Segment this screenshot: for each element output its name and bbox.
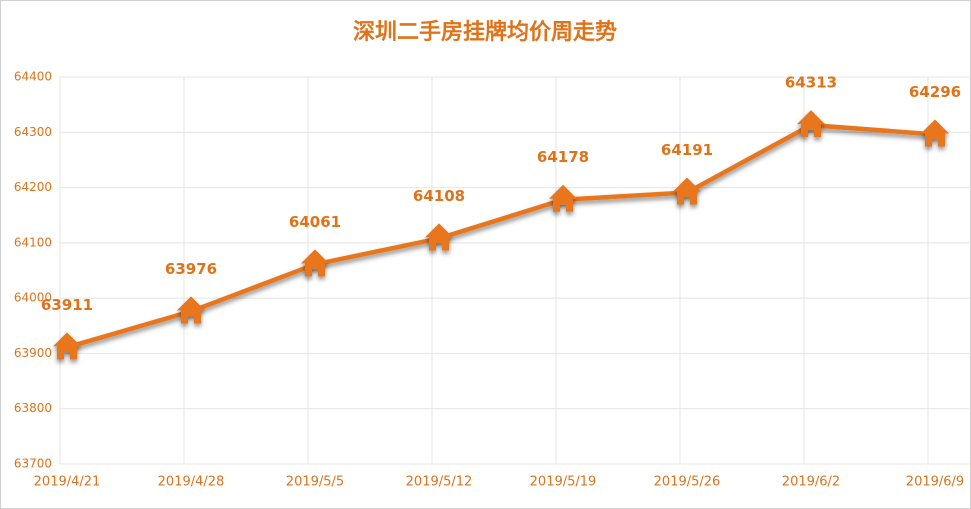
- house-marker: [673, 177, 701, 205]
- house-marker: [797, 110, 825, 138]
- y-tick-label: 63700: [14, 457, 52, 471]
- y-tick-label: 63800: [14, 401, 52, 415]
- house-marker: [53, 332, 81, 360]
- value-label: 64178: [537, 148, 589, 166]
- house-marker: [549, 184, 577, 212]
- house-marker: [177, 296, 205, 324]
- y-tick-label: 64200: [14, 180, 52, 194]
- value-label: 63911: [41, 296, 93, 314]
- x-tick-label: 2019/6/2: [782, 475, 840, 490]
- line: [66, 122, 936, 350]
- value-label: 63976: [165, 260, 217, 278]
- y-tick-label: 64300: [14, 125, 52, 139]
- value-label: 64108: [413, 187, 465, 205]
- y-tick-label: 64100: [14, 235, 52, 249]
- y-tick-label: 63900: [14, 346, 52, 360]
- x-tick-label: 2019/4/21: [34, 475, 101, 490]
- x-tick-label: 2019/6/9: [906, 475, 964, 490]
- x-tick-label: 2019/5/5: [286, 475, 344, 490]
- chart-title: 深圳二手房挂牌均价周走势: [353, 19, 617, 45]
- x-tick-label: 2019/5/12: [406, 475, 473, 490]
- house-marker: [921, 119, 949, 147]
- plot: 63700 63800 63900 64000 64100 64200 64300 64400…: [14, 70, 971, 490]
- x-tick-label: 2019/4/28: [158, 475, 225, 490]
- value-label: 64061: [289, 213, 341, 231]
- y-tick-label: 64400: [14, 70, 52, 84]
- house-marker: [301, 249, 329, 277]
- value-label: 64191: [661, 141, 713, 159]
- x-tick-label: 2019/5/26: [654, 475, 721, 490]
- value-label: 64313: [785, 74, 837, 92]
- value-label: 64296: [909, 83, 961, 101]
- y-tick-label: 64000: [14, 291, 52, 305]
- x-tick-label: 2019/5/19: [530, 475, 597, 490]
- house-marker: [425, 223, 453, 251]
